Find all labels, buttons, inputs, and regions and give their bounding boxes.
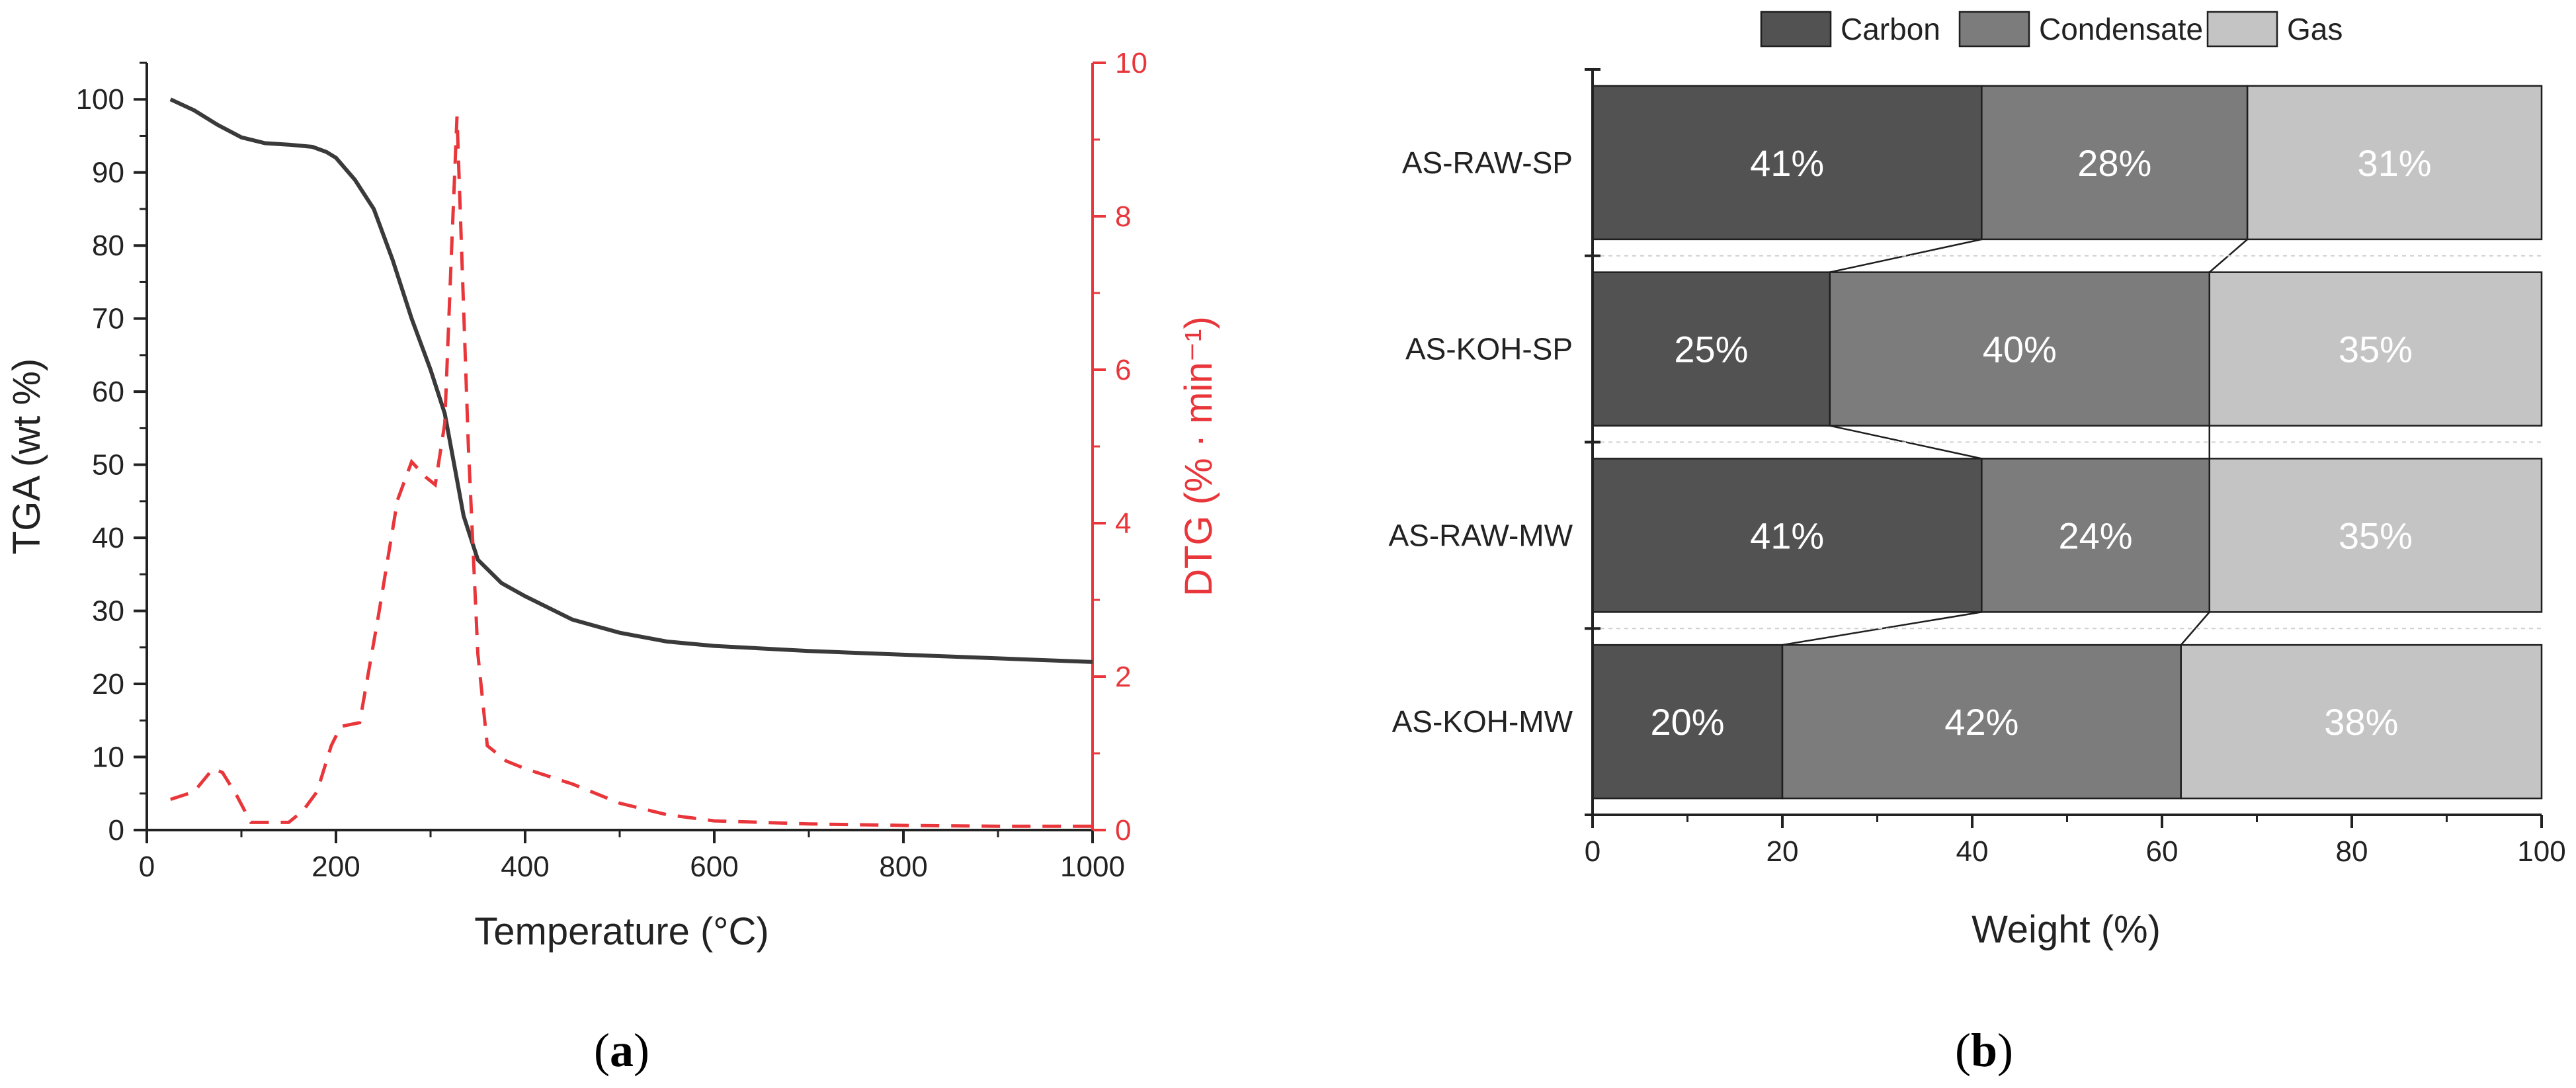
- bar-segment-carbon: [1591, 644, 1784, 800]
- category-label: AS-KOH-MW: [1392, 704, 1573, 739]
- x-axis-title: Weight (%): [1972, 908, 2161, 951]
- y-tick-label: 100: [76, 83, 124, 116]
- y-tick-label: 10: [92, 741, 124, 774]
- x-tick-label: 40: [1956, 835, 1989, 868]
- segment-value-label: 35%: [2339, 515, 2413, 556]
- y-axis-title: TGA (wt %): [5, 358, 48, 554]
- bar-segment-condensate: [1781, 644, 2182, 800]
- segment-value-label: 20%: [1650, 701, 1724, 743]
- y-tick-label: 30: [92, 595, 124, 628]
- y2-tick-label: 4: [1115, 507, 1131, 540]
- x-tick-label: 400: [501, 851, 549, 883]
- segment-value-label: 28%: [2077, 142, 2151, 184]
- y2-tick-label: 6: [1115, 354, 1131, 386]
- y2-axis-title: DTG (% · min⁻¹): [1177, 316, 1220, 597]
- y-tick-label: 0: [108, 814, 124, 847]
- bar-segment-gas: [2208, 458, 2543, 613]
- bar-segment-condensate: [1981, 85, 2249, 241]
- segment-value-label: 40%: [1983, 329, 2057, 370]
- panel-label-a: (a): [594, 1024, 649, 1077]
- bar-segment-gas: [2208, 271, 2543, 427]
- y-tick-label: 70: [92, 303, 124, 335]
- x-tick-label: 80: [2336, 835, 2368, 868]
- y-tick-label: 80: [92, 230, 124, 262]
- legend-swatch-gas: [2206, 11, 2278, 48]
- x-tick-label: 100: [2517, 835, 2565, 868]
- y2-tick-label: 10: [1115, 47, 1147, 79]
- x-tick-label: 200: [312, 851, 360, 883]
- segment-value-label: 41%: [1750, 515, 1824, 556]
- segment-value-label: 35%: [2339, 329, 2413, 370]
- x-tick-label: 1000: [1060, 851, 1125, 883]
- legend-label: Condensate: [2039, 12, 2203, 46]
- y2-tick-label: 2: [1115, 661, 1131, 693]
- y-tick-label: 60: [92, 376, 124, 408]
- category-label: AS-RAW-SP: [1402, 146, 1573, 180]
- y2-tick-label: 0: [1115, 814, 1131, 847]
- bar-segment-carbon: [1591, 271, 1831, 427]
- segment-value-label: 24%: [2059, 515, 2133, 556]
- chart-legend: Carbon Condensate Gas: [1760, 11, 2343, 48]
- x-tick-label: 600: [690, 851, 738, 883]
- x-tick-label: 60: [2146, 835, 2179, 868]
- segment-value-label: 31%: [2358, 142, 2432, 184]
- category-label: AS-RAW-MW: [1388, 518, 1573, 552]
- bar-segment-gas: [2180, 644, 2543, 800]
- stacked-bars: 41% 28% 31% AS-RAW-SP 25% 40% 35% AS-KOH-SP 41% 2…: [1388, 85, 2543, 800]
- bar-segment-condensate: [1829, 271, 2210, 427]
- legend-swatch-carbon: [1760, 11, 1832, 48]
- x-tick-label: 800: [879, 851, 927, 883]
- segment-value-label: 41%: [1750, 142, 1824, 184]
- dtg-series-line: [170, 116, 1093, 828]
- bar-segment-carbon: [1591, 458, 1983, 613]
- x-tick-label: 0: [139, 851, 155, 883]
- y-tick-label: 50: [92, 449, 124, 481]
- panel-label-b: (b): [1955, 1024, 2013, 1077]
- y-tick-label: 40: [92, 522, 124, 554]
- y-tick-label: 90: [92, 157, 124, 189]
- legend-label: Carbon: [1841, 12, 1940, 46]
- segment-connectors: [1593, 238, 2542, 646]
- tga-axes: 0 200 400 600 800 100001020304050607080901000…: [76, 47, 1147, 883]
- x-axis-title: Temperature (°C): [474, 910, 769, 953]
- tga-dtg-chart: 0 200 400 600 800 100001020304050607080901000…: [5, 47, 1220, 953]
- weight-axes: 0 20 40 60 80 100: [1585, 68, 2566, 868]
- legend-swatch-condensate: [1958, 11, 2030, 48]
- y-tick-label: 20: [92, 668, 124, 700]
- x-tick-label: 20: [1766, 835, 1799, 868]
- segment-value-label: 25%: [1674, 329, 1748, 370]
- tga-series-line: [169, 97, 1093, 664]
- y2-tick-label: 8: [1115, 200, 1131, 233]
- bar-segment-gas: [2246, 85, 2543, 241]
- x-tick-label: 0: [1585, 835, 1600, 868]
- bar-segment-condensate: [1981, 458, 2211, 613]
- product-distribution-chart: Carbon Condensate Gas 41% 28% 31% AS-RAW-SP 25…: [1388, 11, 2566, 951]
- category-label: AS-KOH-SP: [1405, 332, 1573, 366]
- legend-label: Gas: [2287, 12, 2343, 46]
- connector-line: [2180, 611, 2210, 646]
- segment-value-label: 38%: [2324, 701, 2398, 743]
- segment-value-label: 42%: [1944, 701, 2018, 743]
